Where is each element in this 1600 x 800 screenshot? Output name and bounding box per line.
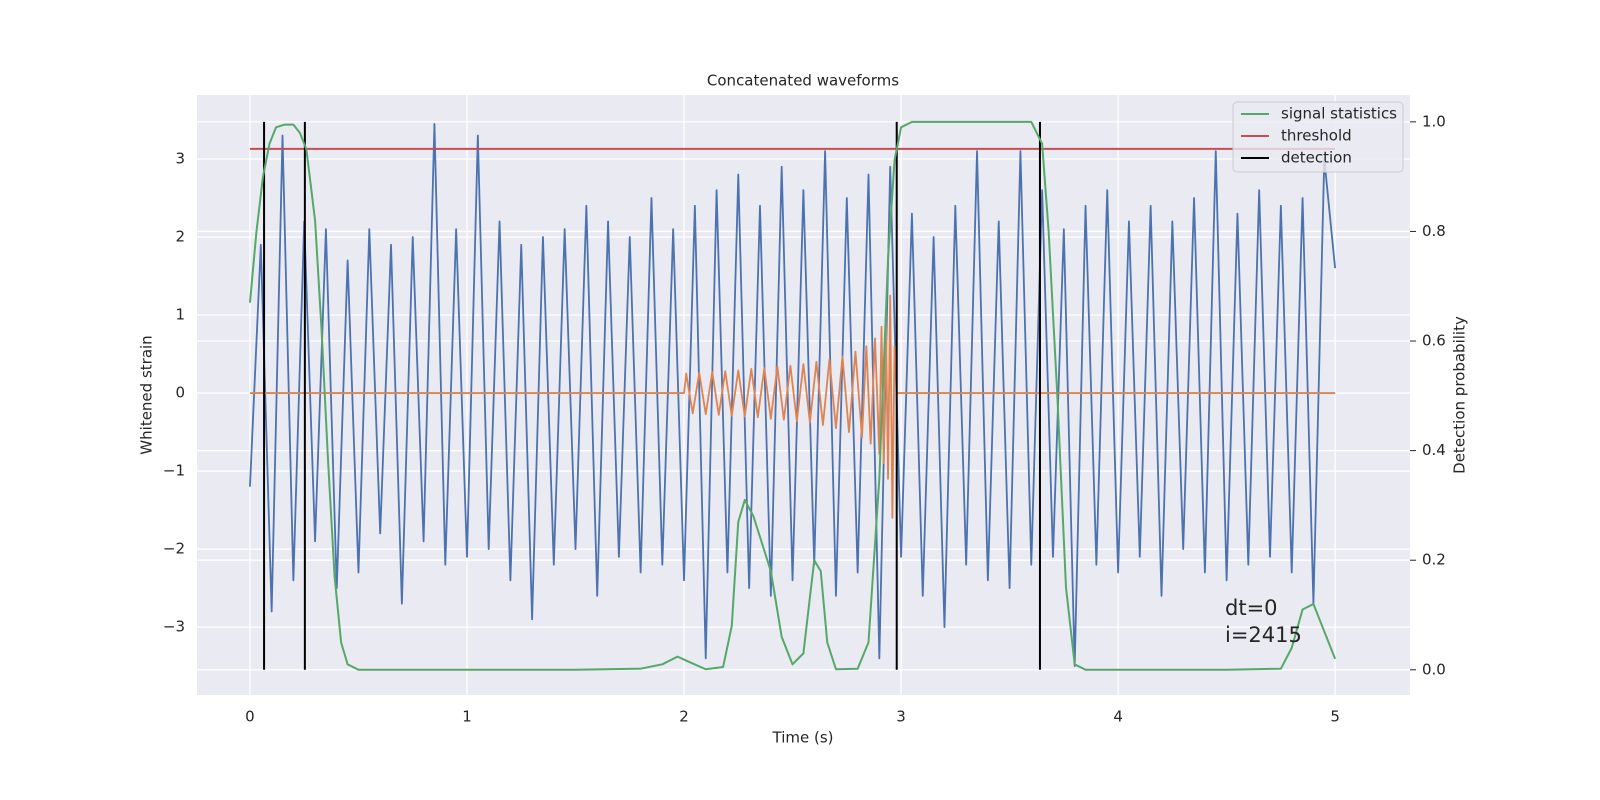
- x-axis-label: Time (s): [772, 729, 834, 747]
- y-axis-label: Whitened strain: [138, 335, 156, 454]
- y2-tick-label: 0.0: [1422, 660, 1446, 678]
- legend-label: signal statistics: [1281, 105, 1397, 123]
- y-tick-label: 3: [175, 149, 185, 167]
- y-tick-label: −2: [163, 540, 185, 558]
- plot: [248, 120, 1337, 671]
- annotation: dt=0: [1225, 596, 1278, 620]
- x-tick-label: 4: [1113, 708, 1123, 726]
- x-tick-label: 5: [1330, 708, 1340, 726]
- y2-tick-label: 1.0: [1422, 112, 1446, 130]
- y-tick-label: 2: [175, 228, 185, 246]
- y-tick-label: −1: [163, 462, 185, 480]
- x-tick-label: 2: [679, 708, 689, 726]
- y-tick-label: 1: [175, 306, 185, 324]
- y-tick-label: −3: [163, 618, 185, 636]
- legend-box: [1232, 101, 1404, 173]
- x-tick-label: 0: [245, 708, 255, 726]
- axes: 0 1 2 3 4 5 −3 −2 −1 0 1 2 3 0.0 0.2 0.4 0.6 0.8 1.0: [163, 112, 1446, 725]
- series-line: [248, 120, 1337, 671]
- chart-title: Concatenated waveforms: [707, 72, 899, 90]
- x-tick-label: 1: [462, 708, 472, 726]
- y2-tick-label: 0.4: [1422, 441, 1446, 459]
- y2-axis-label: Detection probability: [1451, 316, 1469, 474]
- annotation: i=2415: [1225, 623, 1302, 647]
- legend-label: threshold: [1281, 127, 1352, 145]
- legend: signal statistics threshold detection: [1232, 101, 1404, 173]
- y2-tick-label: 0.2: [1422, 551, 1446, 569]
- legend-label: detection: [1281, 149, 1352, 167]
- y2-tick-label: 0.6: [1422, 332, 1446, 350]
- y2-tick-label: 0.8: [1422, 222, 1446, 240]
- x-tick-label: 3: [896, 708, 906, 726]
- y-tick-label: 0: [175, 384, 185, 402]
- strain-line: [249, 122, 1337, 668]
